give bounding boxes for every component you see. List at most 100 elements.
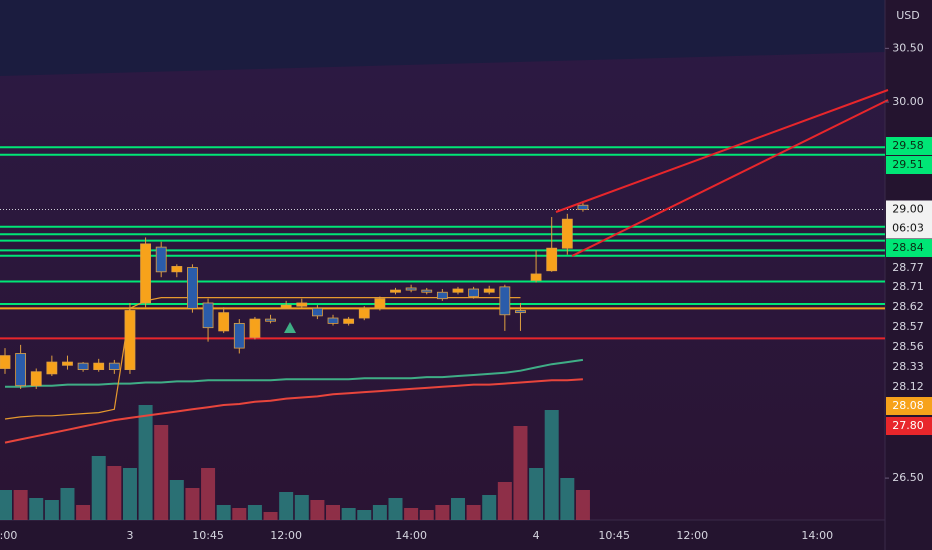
currency-label: USD bbox=[896, 9, 920, 22]
countdown-label: 06:03 bbox=[892, 222, 924, 235]
current-price-tag bbox=[886, 200, 932, 239]
indicator-line bbox=[5, 358, 584, 388]
volume-bar bbox=[560, 478, 575, 520]
volume-bar bbox=[263, 512, 278, 520]
candle-body bbox=[77, 362, 89, 370]
volume-bar bbox=[91, 456, 106, 520]
candle-body bbox=[468, 288, 480, 297]
price-tag bbox=[886, 417, 932, 435]
candle-body bbox=[0, 355, 11, 369]
volume-bar bbox=[544, 410, 559, 520]
volume-bar bbox=[138, 405, 153, 520]
volume-bar bbox=[466, 505, 481, 520]
candle-body bbox=[280, 304, 292, 309]
price-tag-label: 28.33 bbox=[892, 360, 924, 373]
volume-bar bbox=[326, 505, 341, 520]
price-tag-label: 28.71 bbox=[892, 280, 924, 293]
candle-body bbox=[140, 243, 151, 304]
candle-body bbox=[561, 218, 573, 249]
volume-bar bbox=[122, 468, 137, 520]
volume-bar bbox=[0, 490, 12, 520]
price-tag-label: 28.84 bbox=[892, 241, 924, 254]
volume-bar bbox=[60, 488, 75, 520]
volume-bar bbox=[341, 508, 356, 520]
candle-body bbox=[452, 288, 464, 293]
volume-bar bbox=[247, 505, 262, 520]
time-axis bbox=[0, 520, 885, 550]
price-tag-label: 28.57 bbox=[892, 320, 924, 333]
candle-body bbox=[62, 361, 73, 366]
volume-bar bbox=[13, 490, 28, 520]
price-tag-label: 28.62 bbox=[892, 300, 924, 313]
candle-body bbox=[265, 318, 276, 322]
candle-body bbox=[249, 318, 261, 338]
candle-body bbox=[233, 322, 245, 349]
volume-bar bbox=[216, 505, 231, 520]
candle-body bbox=[358, 309, 370, 319]
volume-bar bbox=[497, 482, 512, 520]
volume-bar bbox=[310, 500, 325, 520]
volume-bar bbox=[575, 490, 590, 520]
volume-bar bbox=[513, 426, 528, 520]
volume-bar bbox=[419, 510, 434, 520]
candle-body bbox=[577, 204, 589, 210]
volume-bar bbox=[404, 508, 419, 520]
x-tick-label: 10:45 bbox=[192, 529, 224, 542]
price-tag-label: 28.12 bbox=[892, 380, 924, 393]
x-tick-label: 12:00 bbox=[270, 529, 302, 542]
current-price-label: 29.00 bbox=[892, 203, 924, 216]
x-tick-label: 10:45 bbox=[598, 529, 630, 542]
candle-body bbox=[187, 267, 198, 309]
x-tick-label: 4 bbox=[533, 529, 540, 542]
price-tag-label: 28.77 bbox=[892, 261, 924, 274]
trend-line bbox=[571, 99, 889, 257]
candle-body bbox=[124, 310, 136, 370]
volume-bar bbox=[29, 498, 44, 520]
candle-body bbox=[343, 318, 355, 324]
signal-marker bbox=[284, 322, 296, 333]
y-tick-label: 30.00 bbox=[892, 95, 924, 108]
x-tick-label: 14:00 bbox=[395, 529, 427, 542]
x-tick-label: 3 bbox=[126, 529, 133, 542]
x-tick-label: 14:00 bbox=[801, 529, 833, 542]
candle-body bbox=[93, 362, 105, 370]
volume-bar bbox=[76, 505, 91, 520]
candle-body bbox=[202, 302, 214, 329]
candle-body bbox=[108, 362, 120, 370]
volume-bar bbox=[482, 495, 497, 520]
candle-body bbox=[421, 289, 433, 293]
volume-bar bbox=[44, 500, 59, 520]
candle-body bbox=[311, 307, 323, 317]
price-tag-label: 29.58 bbox=[892, 139, 924, 152]
plot-background bbox=[0, 0, 885, 520]
candle-body bbox=[405, 287, 417, 291]
volume-bar bbox=[232, 508, 247, 520]
x-tick-label: 12:00 bbox=[676, 529, 708, 542]
volume-bar bbox=[372, 505, 387, 520]
candle-body bbox=[530, 273, 542, 281]
price-tag bbox=[886, 239, 932, 257]
price-tag bbox=[886, 156, 932, 174]
candle-body bbox=[171, 266, 183, 273]
candle-body bbox=[483, 288, 495, 293]
band bbox=[0, 0, 885, 76]
candle-body bbox=[374, 298, 386, 309]
indicator-line bbox=[4, 297, 521, 420]
volume-bar bbox=[357, 510, 372, 520]
candle-body bbox=[546, 247, 558, 272]
candle-body bbox=[436, 291, 448, 300]
volume-bar bbox=[185, 488, 200, 520]
price-tag-label: 27.80 bbox=[892, 419, 924, 432]
volume-bar bbox=[388, 498, 403, 520]
candle-body bbox=[515, 310, 526, 314]
candle-body bbox=[155, 246, 167, 273]
candle-body bbox=[327, 317, 339, 324]
volume-bar bbox=[169, 480, 184, 520]
price-tag-label: 29.51 bbox=[892, 158, 924, 171]
price-tag-label: 28.56 bbox=[892, 340, 924, 353]
volume-bar bbox=[201, 468, 216, 520]
volume-bar bbox=[450, 498, 465, 520]
volume-bar bbox=[107, 466, 122, 520]
price-tag bbox=[886, 397, 932, 415]
